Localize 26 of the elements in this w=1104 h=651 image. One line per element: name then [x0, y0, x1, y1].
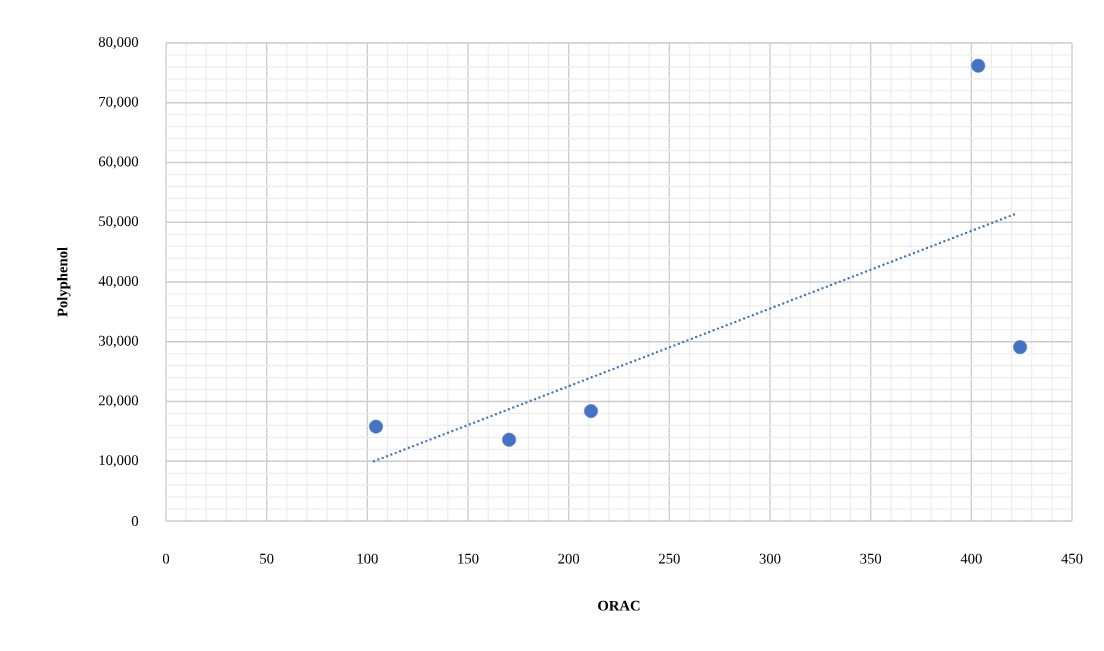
y-tick-label: 0 — [131, 516, 139, 526]
point — [502, 432, 517, 447]
y-tick-label: 70,000 — [99, 96, 139, 109]
x-tick-label: 350 — [860, 553, 882, 564]
point — [1013, 340, 1027, 355]
x-tick-label: 450 — [1061, 553, 1083, 564]
point — [971, 58, 986, 73]
x-tick-label: 200 — [558, 553, 580, 564]
y-axis-title: Polyphenol — [57, 247, 71, 317]
x-tick-label: 150 — [458, 553, 479, 564]
y-tick-label: 30,000 — [99, 335, 139, 348]
y-tick-label: 10,000 — [99, 455, 139, 468]
y-tick-label: 50,000 — [99, 216, 139, 229]
y-tick-label: 20,000 — [98, 395, 139, 408]
y-tick-label: 80,000 — [98, 37, 139, 50]
point — [369, 419, 383, 434]
x-tick-label: 250 — [658, 553, 680, 564]
x-tick-label: 0 — [162, 553, 170, 564]
x-axis-title: ORAC — [598, 600, 640, 611]
y-tick-label: 60,000 — [98, 156, 139, 169]
x-tick-label: 50 — [260, 553, 274, 564]
x-tick-label: 300 — [759, 553, 781, 564]
point — [584, 404, 598, 418]
x-tick-label: 100 — [357, 553, 378, 564]
x-tick-label: 400 — [960, 553, 982, 564]
y-tick-label: 40,000 — [98, 276, 139, 289]
